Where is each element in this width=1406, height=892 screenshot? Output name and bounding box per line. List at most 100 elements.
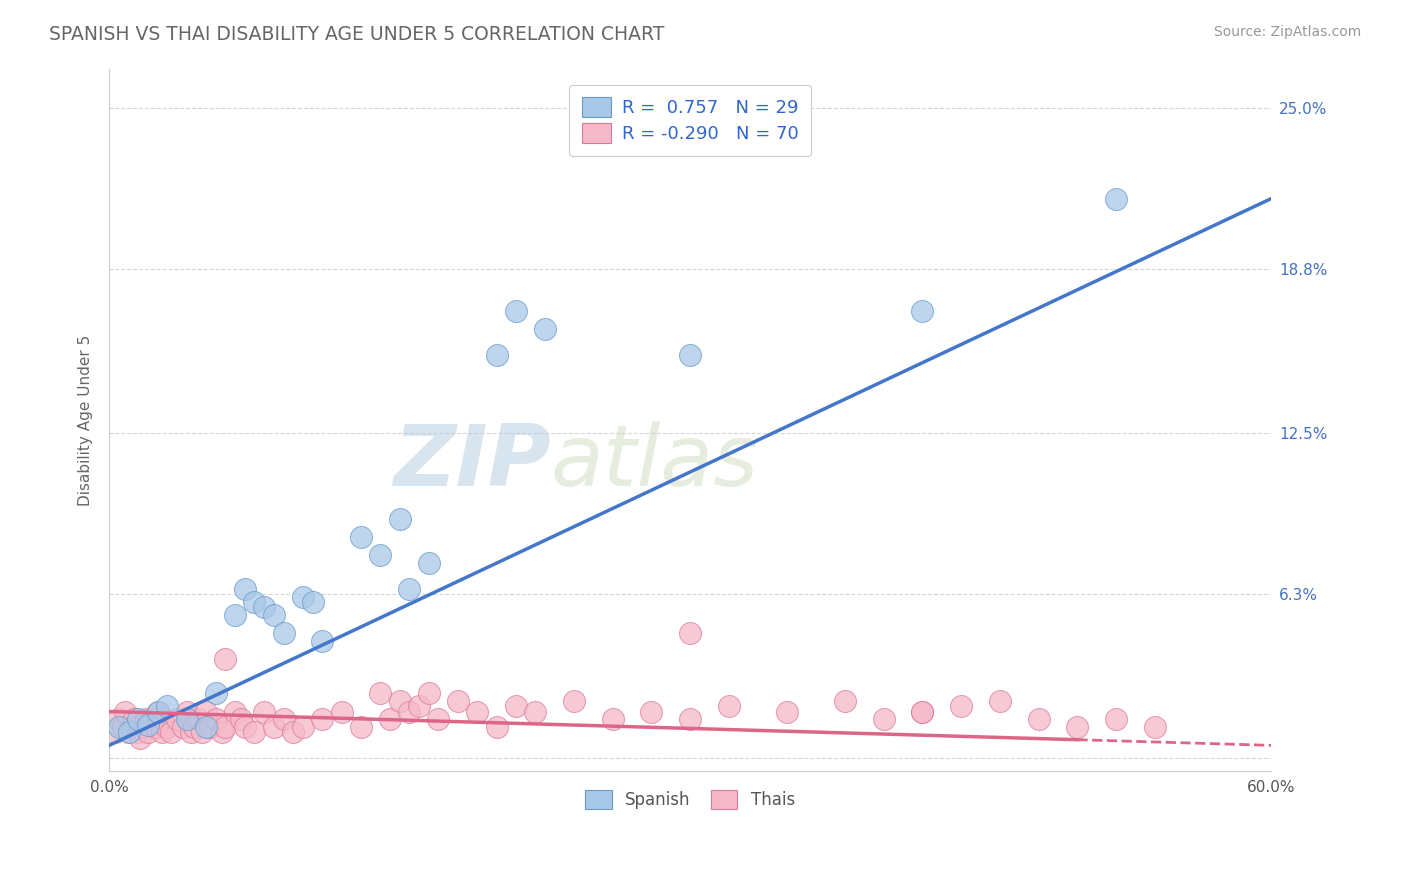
Point [311, 634, 333, 648]
Point [150, 725, 173, 739]
Point [136, 725, 159, 739]
Point [156, 720, 179, 734]
Point [485, 720, 508, 734]
Point [427, 712, 450, 726]
Point [911, 705, 934, 719]
Point [253, 705, 276, 719]
Point [378, 712, 401, 726]
Text: Source: ZipAtlas.com: Source: ZipAtlas.com [1213, 25, 1361, 39]
Text: atlas: atlas [551, 421, 759, 504]
Point [117, 725, 139, 739]
Point [388, 512, 411, 526]
Point [146, 705, 169, 719]
Point [263, 720, 285, 734]
Point [873, 712, 896, 726]
Point [679, 626, 702, 640]
Point [350, 720, 373, 734]
Point [350, 530, 373, 544]
Point [988, 694, 1011, 708]
Point [117, 725, 139, 739]
Point [1028, 712, 1050, 726]
Legend: Spanish, Thais: Spanish, Thais [579, 784, 801, 816]
Point [104, 725, 127, 739]
Point [253, 600, 276, 615]
Point [176, 705, 198, 719]
Point [524, 705, 547, 719]
Point [301, 595, 323, 609]
Point [447, 694, 470, 708]
Point [505, 699, 527, 714]
Point [160, 725, 183, 739]
Y-axis label: Disability Age Under 5: Disability Age Under 5 [79, 334, 93, 506]
Point [283, 725, 305, 739]
Point [183, 720, 205, 734]
Point [388, 694, 411, 708]
Text: SPANISH VS THAI DISABILITY AGE UNDER 5 CORRELATION CHART: SPANISH VS THAI DISABILITY AGE UNDER 5 C… [49, 25, 665, 44]
Point [418, 686, 440, 700]
Point [145, 720, 167, 734]
Point [124, 712, 146, 726]
Point [273, 626, 295, 640]
Point [1066, 720, 1088, 734]
Point [127, 712, 149, 726]
Point [243, 595, 266, 609]
Point [127, 725, 149, 739]
Point [370, 549, 392, 563]
Point [224, 705, 246, 719]
Point [233, 582, 256, 596]
Point [172, 720, 194, 734]
Point [263, 608, 285, 623]
Text: ZIP: ZIP [394, 421, 551, 504]
Point [1143, 720, 1166, 734]
Point [330, 705, 353, 719]
Point [273, 712, 295, 726]
Point [211, 725, 233, 739]
Point [156, 699, 179, 714]
Point [534, 322, 557, 336]
Point [505, 303, 527, 318]
Point [679, 712, 702, 726]
Point [214, 720, 236, 734]
Point [198, 720, 221, 734]
Point [136, 717, 159, 731]
Point [132, 720, 155, 734]
Point [717, 699, 740, 714]
Point [562, 694, 585, 708]
Point [191, 725, 214, 739]
Point [114, 705, 136, 719]
Point [398, 582, 420, 596]
Point [204, 686, 226, 700]
Point [370, 686, 392, 700]
Point [291, 590, 314, 604]
Point [291, 720, 314, 734]
Point [108, 712, 131, 726]
Point [180, 725, 202, 739]
Point [233, 720, 256, 734]
Point [418, 556, 440, 570]
Point [950, 699, 973, 714]
Point [152, 712, 174, 726]
Point [108, 720, 131, 734]
Point [834, 694, 856, 708]
Point [229, 712, 252, 726]
Point [195, 705, 218, 719]
Point [465, 705, 488, 719]
Point [166, 712, 188, 726]
Point [911, 705, 934, 719]
Point [176, 712, 198, 726]
Point [679, 348, 702, 362]
Point [187, 712, 209, 726]
Point [195, 720, 218, 734]
Point [224, 608, 246, 623]
Point [398, 705, 420, 719]
Point [408, 699, 430, 714]
Point [111, 720, 134, 734]
Point [214, 652, 236, 666]
Point [121, 720, 143, 734]
Point [135, 712, 157, 726]
Point [243, 725, 266, 739]
Point [1105, 712, 1128, 726]
Point [776, 705, 799, 719]
Point [146, 705, 169, 719]
Point [640, 705, 662, 719]
